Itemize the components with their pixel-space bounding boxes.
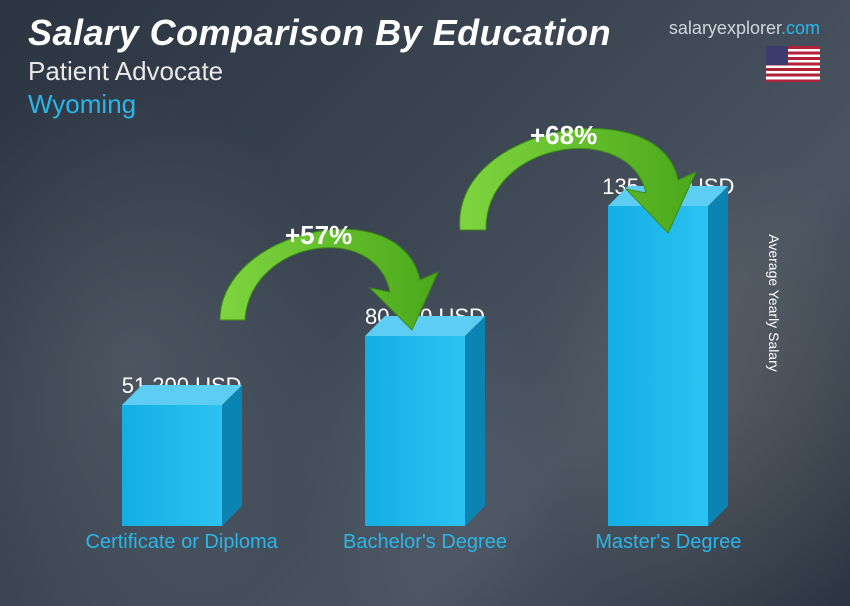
brand-label: salaryexplorer.com — [669, 18, 820, 39]
bars-container: 51,200 USD 80,300 USD135,000 USD — [60, 140, 790, 526]
brand-tld: .com — [781, 18, 820, 38]
labels-container: Certificate or Diploma Bachelor's Degree M… — [60, 530, 790, 586]
bar-group: 135,000 USD — [568, 174, 768, 526]
bar-category-label: Bachelor's Degree — [325, 530, 525, 586]
brand-name: salaryexplorer — [669, 18, 781, 38]
bar-group: 80,300 USD — [325, 304, 525, 526]
location-label: Wyoming — [28, 89, 822, 120]
bar-category-label: Master's Degree — [568, 530, 768, 586]
increase-pct-1: +57% — [285, 220, 352, 251]
bar-category-label: Certificate or Diploma — [82, 530, 282, 586]
job-title: Patient Advocate — [28, 56, 822, 87]
bar-group: 51,200 USD — [82, 373, 282, 526]
country-flag-icon — [766, 46, 820, 82]
bar-3d — [122, 405, 242, 526]
bar-3d — [608, 206, 728, 526]
increase-pct-2: +68% — [530, 120, 597, 151]
salary-bar-chart: 51,200 USD 80,300 USD135,000 USD Certific… — [60, 140, 790, 586]
bar-3d — [365, 336, 485, 526]
